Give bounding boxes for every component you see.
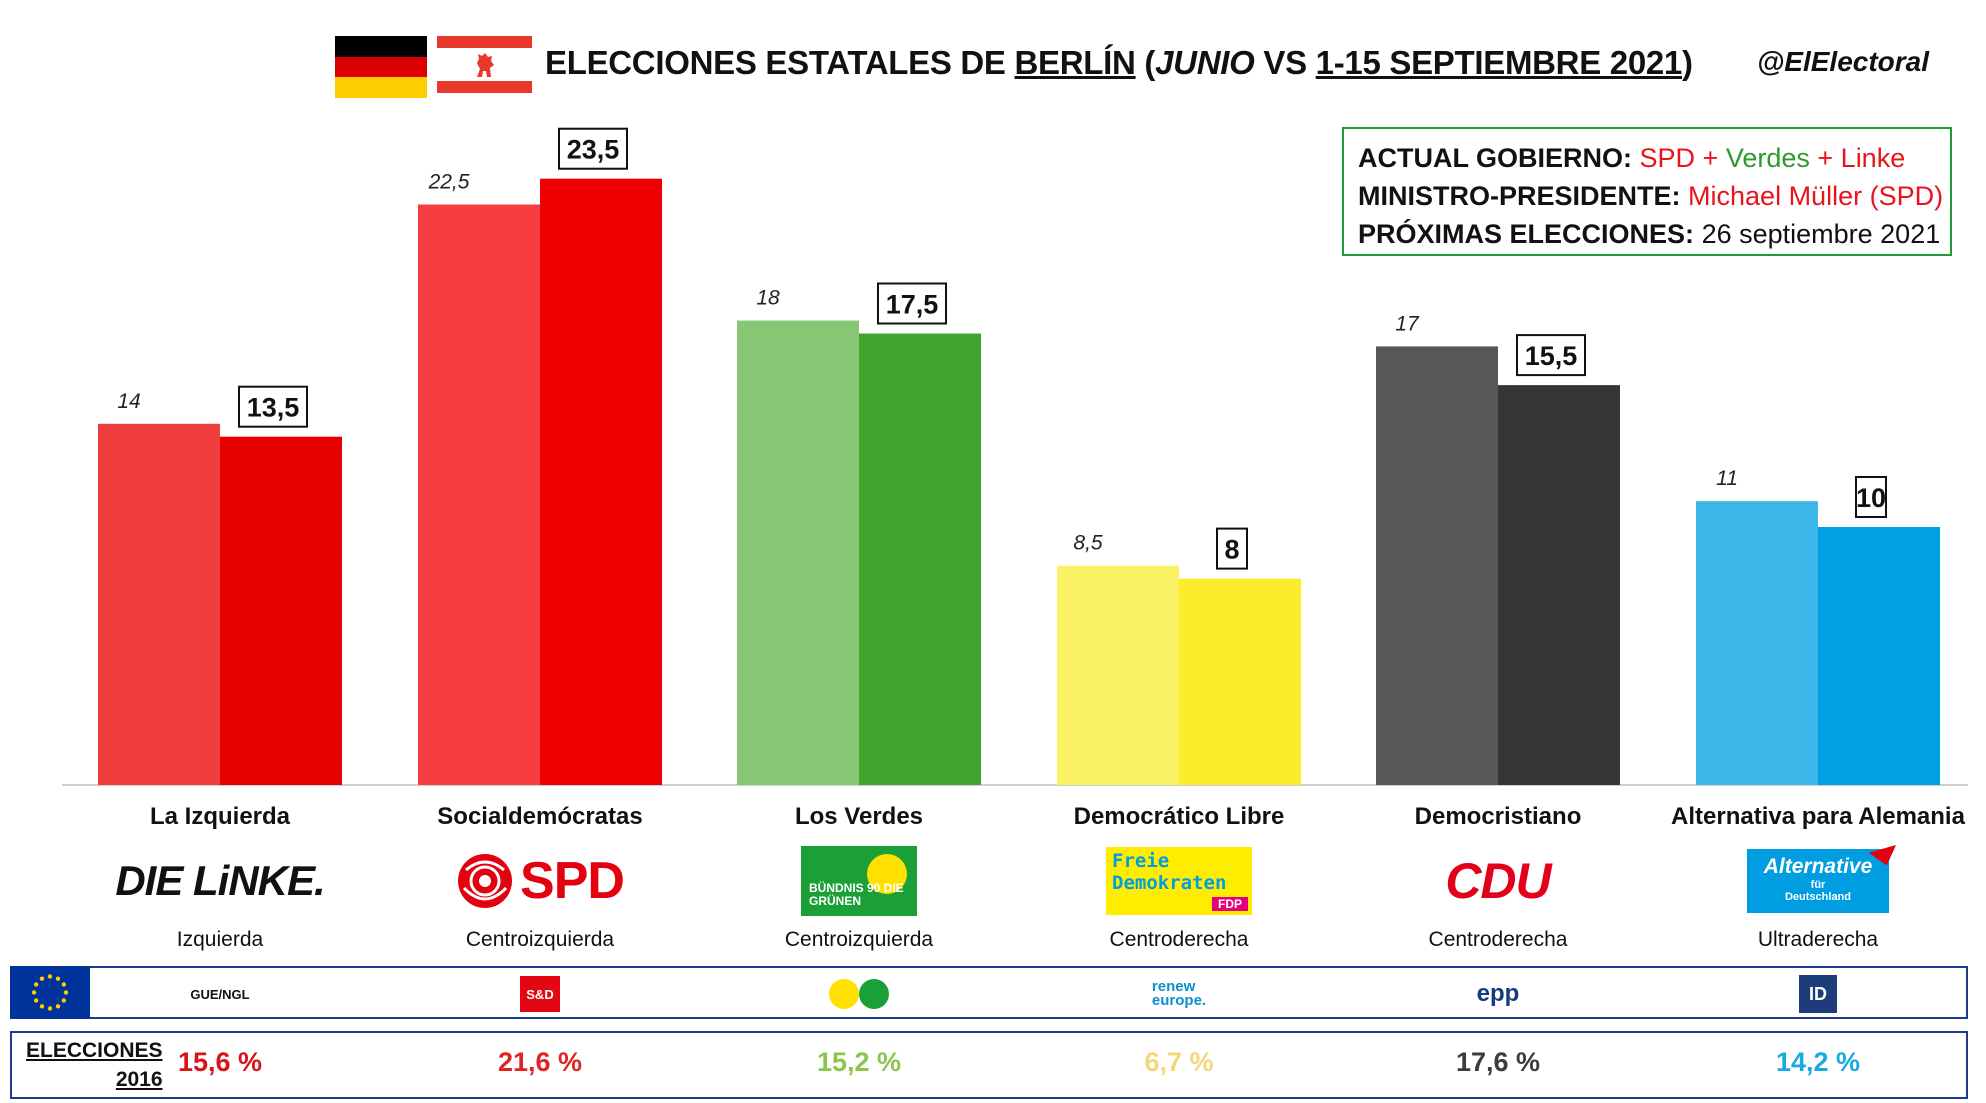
government-info-box: ACTUAL GOBIERNO: SPD + Verdes + Linke MI… xyxy=(1342,127,1952,256)
sunflower-icon xyxy=(867,854,907,894)
party-column-5: Alternativa para Alemania Alternative für D… xyxy=(1658,800,1978,952)
page-title: ELECCIONES ESTATALES DE BERLÍN (JUNIO VS… xyxy=(545,44,1693,81)
party-column-0: La Izquierda DIE LiNKE. Izquierda xyxy=(60,800,380,952)
eu-star-icon xyxy=(47,974,53,979)
epp-logo: epp xyxy=(1476,980,1520,1007)
eu-group-cell-2 xyxy=(699,972,1019,1016)
cdu-logo: CDU xyxy=(1445,853,1551,909)
bar-september-4 xyxy=(1498,385,1620,785)
party-ideology: Centroizquierda xyxy=(465,928,615,951)
berlin-flag-icon xyxy=(437,36,532,93)
eu-star-icon xyxy=(63,990,69,995)
value-label-september-0: 13,5 xyxy=(247,393,300,423)
value-label-june-5: 11 xyxy=(1716,467,1738,490)
afd-logo: Alternative für Deutschland xyxy=(1747,834,1900,913)
bar-june-5 xyxy=(1696,501,1818,785)
eu-star-icon xyxy=(61,998,67,1003)
party-ideology: Ultraderecha xyxy=(1757,928,1879,951)
party-name: Socialdemócratas xyxy=(437,803,643,830)
value-label-june-3: 8,5 xyxy=(1073,532,1103,555)
bar-june-4 xyxy=(1376,346,1498,785)
value-label-june-4: 17 xyxy=(1395,312,1420,335)
eu-star-icon xyxy=(55,1004,61,1009)
value-label-june-0: 14 xyxy=(117,390,140,413)
bar-september-2 xyxy=(859,333,981,785)
party-column-4: Democristiano CDU Centroderecha xyxy=(1338,800,1658,952)
gue-ngl-logo: GUE/NGL xyxy=(190,986,250,1002)
next-elections-row: PRÓXIMAS ELECCIONES: 26 septiembre 2021 xyxy=(1358,219,1941,249)
party-ideology: Centroizquierda xyxy=(784,928,934,951)
bar-june-2 xyxy=(737,320,859,785)
result-2016-4: 17,6 % xyxy=(1455,1047,1541,1077)
result-2016-0: 15,6 % xyxy=(177,1047,263,1077)
bar-june-1 xyxy=(418,204,540,785)
eu-flag-icon xyxy=(10,966,90,1019)
current-government-row: ACTUAL GOBIERNO: SPD + Verdes + Linke xyxy=(1358,143,1906,173)
value-label-september-5: 10 xyxy=(1856,483,1886,513)
rose-icon xyxy=(458,854,513,908)
bar-september-0 xyxy=(220,436,342,785)
value-label-september-1: 23,5 xyxy=(567,135,620,165)
eu-group-cell-3: renew europe. xyxy=(1019,972,1339,1016)
elections-2016-label: ELECCIONES 2016 xyxy=(26,1039,163,1091)
eu-star-icon xyxy=(61,982,67,987)
eu-star-icon xyxy=(47,1006,53,1011)
minister-president-row: MINISTRO-PRESIDENTE: Michael Müller (SPD… xyxy=(1358,181,1944,211)
value-box-september-0 xyxy=(238,385,308,428)
eu-group-cell-5: ID xyxy=(1658,972,1978,1016)
id-group-logo: ID xyxy=(1799,975,1837,1013)
eu-star-icon xyxy=(33,998,39,1003)
eu-star-icon xyxy=(55,976,61,981)
author-handle: @ElElectoral xyxy=(1757,46,1930,77)
eu-group-cell-4: epp xyxy=(1338,972,1658,1016)
spd-logo: SPD xyxy=(456,851,625,911)
eu-star-icon xyxy=(39,976,45,981)
bear-icon xyxy=(477,53,494,77)
bar-september-5 xyxy=(1818,527,1940,785)
party-name: Democristiano xyxy=(1414,803,1582,830)
gruene-logo: BÜNDNIS 90 DIE GRÜNEN xyxy=(801,846,917,916)
value-label-september-2: 17,5 xyxy=(886,290,939,320)
party-ideology: Centroderecha xyxy=(1428,928,1568,951)
result-2016-1: 21,6 % xyxy=(497,1047,583,1077)
value-label-june-2: 18 xyxy=(756,287,780,310)
value-box-september-3 xyxy=(1216,527,1248,570)
eu-star-icon xyxy=(33,982,39,987)
eu-group-cell-1: S&D xyxy=(380,972,700,1016)
value-box-september-1 xyxy=(558,127,628,170)
germany-flag-icon xyxy=(335,36,427,98)
poll-bar-chart: 14 13,5 22,5 23,5 18 17,5 8,5 8 17 15,5 11 10 xyxy=(62,127,1968,786)
party-ideology: Centroderecha xyxy=(1109,928,1249,951)
bar-june-3 xyxy=(1057,565,1179,785)
renew-europe-logo: renew europe. xyxy=(1151,978,1207,1009)
party-column-3: Democrático Libre Freie Demokraten FDP Centr… xyxy=(1019,800,1339,952)
value-label-september-4: 15,5 xyxy=(1525,341,1578,371)
party-column-1: Socialdemócratas SPD Centroizquierda xyxy=(380,800,700,952)
bar-september-3 xyxy=(1179,578,1301,785)
result-2016-3: 6,7 % xyxy=(1144,1047,1214,1077)
party-name: Los Verdes xyxy=(794,803,924,830)
elections-2016-row xyxy=(10,1031,1968,1099)
bar-june-0 xyxy=(98,423,220,785)
party-name: Democrático Libre xyxy=(1073,803,1285,830)
result-2016-2: 15,2 % xyxy=(816,1047,902,1077)
value-label-september-3: 8 xyxy=(1224,535,1239,565)
party-name: Alternativa para Alemania xyxy=(1671,803,1965,830)
eu-group-cell-0: GUE/NGL xyxy=(60,972,380,1016)
eu-star-icon xyxy=(31,990,37,995)
eu-star-icon xyxy=(39,1004,45,1009)
value-box-september-5 xyxy=(1855,476,1887,518)
party-column-2: Los Verdes BÜNDNIS 90 DIE GRÜNEN Centroizq… xyxy=(699,800,1019,952)
s-and-d-logo: S&D xyxy=(520,976,560,1012)
result-2016-5: 14,2 % xyxy=(1775,1047,1861,1077)
bar-september-1 xyxy=(540,178,662,785)
greens-efa-logo xyxy=(829,979,889,1009)
value-label-june-1: 22,5 xyxy=(428,171,470,194)
party-name: La Izquierda xyxy=(149,803,291,830)
party-ideology: Izquierda xyxy=(176,928,264,951)
value-box-september-2 xyxy=(877,282,947,325)
value-box-september-4 xyxy=(1516,334,1586,377)
die-linke-logo: DIE LiNKE. xyxy=(115,857,325,904)
fdp-logo: Freie Demokraten FDP xyxy=(1106,847,1252,915)
